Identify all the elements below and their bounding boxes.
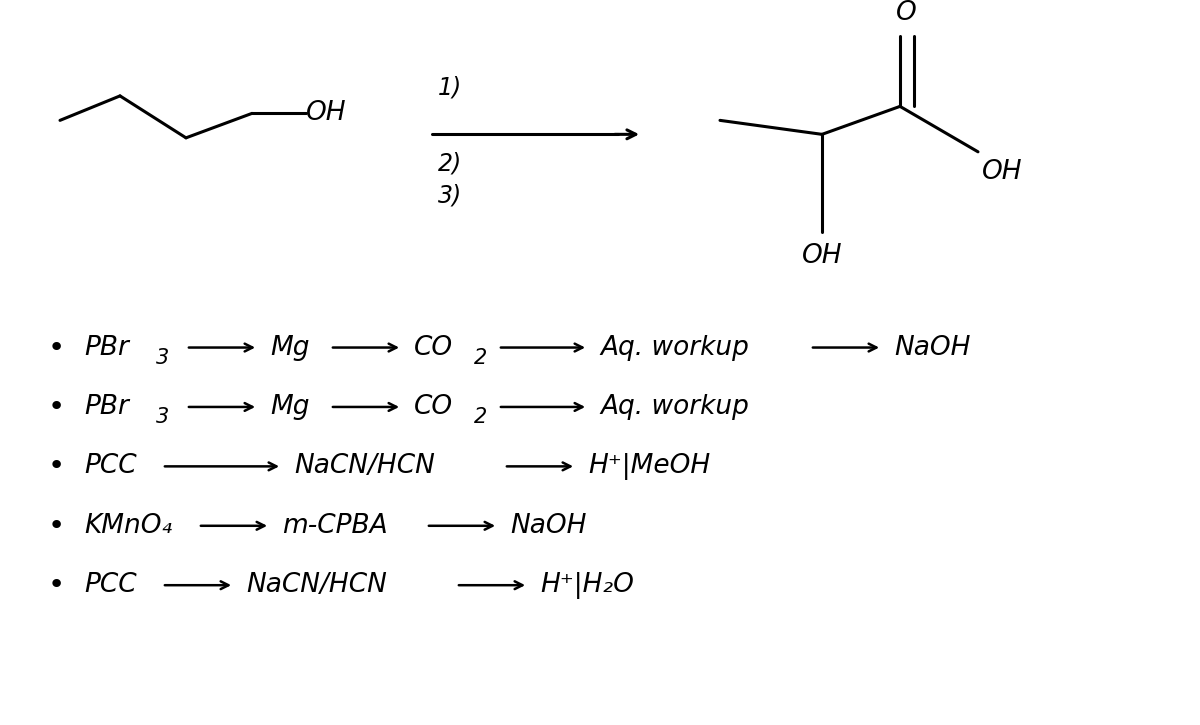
Text: Aq. workup: Aq. workup <box>600 394 749 420</box>
Text: H⁺|MeOH: H⁺|MeOH <box>588 453 710 480</box>
Text: NaOH: NaOH <box>510 513 587 539</box>
Text: NaOH: NaOH <box>894 334 971 360</box>
Text: 1): 1) <box>438 75 462 99</box>
Text: Mg: Mg <box>270 334 310 360</box>
Text: O: O <box>895 0 917 26</box>
Text: 2: 2 <box>474 348 487 368</box>
Text: •: • <box>48 334 65 362</box>
Text: NaCN/HCN: NaCN/HCN <box>246 572 386 598</box>
Text: •: • <box>48 393 65 421</box>
Text: 3: 3 <box>156 348 169 368</box>
Text: OH: OH <box>306 100 347 126</box>
Text: •: • <box>48 571 65 599</box>
Text: 2: 2 <box>474 407 487 428</box>
Text: OH: OH <box>802 243 842 269</box>
Text: H⁺|H₂O: H⁺|H₂O <box>540 572 634 599</box>
Text: PBr: PBr <box>84 334 128 360</box>
Text: 2): 2) <box>438 152 462 176</box>
Text: Mg: Mg <box>270 394 310 420</box>
Text: KMnO₄: KMnO₄ <box>84 513 172 539</box>
Text: 3): 3) <box>438 183 462 207</box>
Text: NaCN/HCN: NaCN/HCN <box>294 453 434 479</box>
Text: m-CPBA: m-CPBA <box>282 513 388 539</box>
Text: Aq. workup: Aq. workup <box>600 334 749 360</box>
Text: •: • <box>48 512 65 540</box>
Text: OH: OH <box>982 159 1022 185</box>
Text: PCC: PCC <box>84 572 137 598</box>
Text: CO: CO <box>414 334 454 360</box>
Text: PBr: PBr <box>84 394 128 420</box>
Text: •: • <box>48 452 65 481</box>
Text: PCC: PCC <box>84 453 137 479</box>
Text: CO: CO <box>414 394 454 420</box>
Text: 3: 3 <box>156 407 169 428</box>
